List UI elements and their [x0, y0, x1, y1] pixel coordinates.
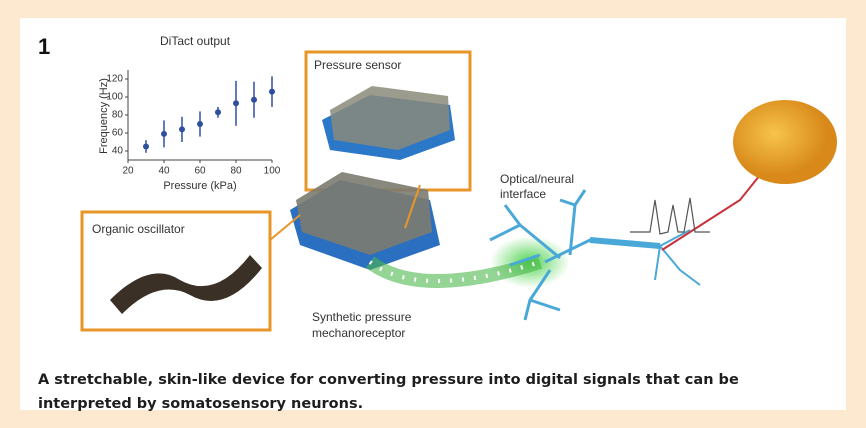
nerve [661, 174, 761, 251]
point [269, 88, 275, 95]
point [161, 130, 167, 137]
axon-terminal [654, 229, 701, 286]
caption: A stretchable, skin-like device for conv… [38, 372, 739, 412]
connector [404, 184, 421, 229]
x-axis-title: Pressure (kPa) [163, 180, 236, 192]
axon [589, 237, 661, 249]
y-tick-label: 60 [112, 128, 124, 139]
label: Synthetic pressure [312, 310, 412, 324]
y-tick-label: 120 [106, 74, 123, 85]
connector [269, 214, 301, 241]
fiber [365, 255, 543, 288]
label: Optical/neural [500, 172, 574, 186]
label: Organic oscillator [92, 222, 185, 236]
x-tick-label: 100 [264, 166, 281, 177]
figure-number: 1 [38, 34, 50, 59]
label: Pressure sensor [314, 58, 401, 72]
label: mechanoreceptor [312, 326, 405, 340]
label: interface [500, 187, 546, 201]
oscillator [110, 255, 262, 314]
x-tick-label: 40 [158, 166, 170, 177]
y-tick-label: 40 [112, 146, 124, 157]
inset-box [80, 210, 272, 332]
device [296, 172, 432, 255]
x-tick-label: 60 [194, 166, 206, 177]
point [251, 96, 257, 103]
x-tick-label: 20 [122, 166, 134, 177]
point [233, 100, 239, 107]
point [197, 121, 203, 127]
point [179, 126, 185, 133]
y-axis-title: Frequency (Hz) [98, 78, 110, 154]
y-tick-label: 100 [106, 92, 123, 103]
y-tick-label: 80 [112, 110, 124, 121]
x-tick-label: 80 [230, 166, 242, 177]
point [143, 143, 149, 150]
brain [733, 100, 837, 184]
inset-chart: DiTact output Pressure (kPa) Frequency (… [98, 34, 281, 192]
spikes [630, 197, 710, 235]
sensor-layer [330, 86, 450, 150]
point [215, 109, 221, 116]
chart-title: DiTact output [160, 34, 231, 48]
